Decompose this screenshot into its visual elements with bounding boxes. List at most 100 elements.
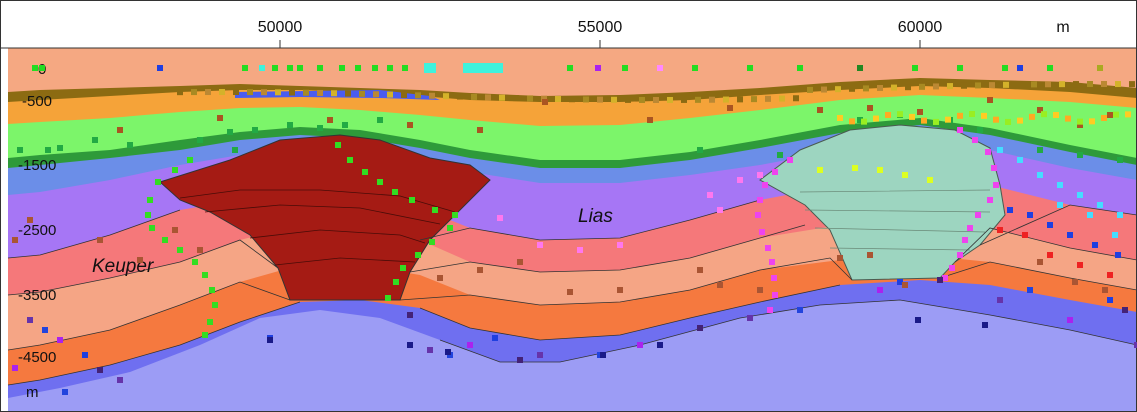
well-pick-marker [897,111,903,118]
well-pick-marker [1073,81,1079,88]
well-pick-marker [981,112,987,119]
y-axis: 0 -500 -1500 -2500 -3500 -4500 m [18,61,56,401]
y-tick-label: -4500 [18,349,56,366]
well-pick-marker [97,367,103,373]
salt-dome [759,124,1006,281]
well-pick-marker [517,259,523,265]
well-pick-marker [471,93,477,100]
well-pick-marker [757,172,763,178]
x-axis-unit: m [1056,19,1069,36]
well-pick-marker [1107,112,1113,118]
salt-dome-contours [799,189,991,251]
well-pick-marker [362,169,368,175]
well-pick-marker [927,177,933,183]
well-pick-marker [709,96,715,103]
well-pick-marker [477,127,483,133]
well-pick-marker [755,212,761,218]
well-pick-marker [12,365,18,371]
well-pick-marker [1037,259,1043,265]
well-pick-marker [147,197,153,203]
well-pick-marker [1037,107,1043,113]
well-pick-marker [247,89,253,96]
well-pick-marker [933,83,939,90]
well-pick-marker [347,157,353,163]
well-pick-marker [863,85,869,92]
well-pick-marker [1087,212,1093,218]
well-pick-marker [162,237,168,243]
well-pick-marker [1041,111,1047,118]
well-pick-marker [1037,172,1043,178]
well-pick-marker [697,267,703,273]
well-pick-marker [261,89,267,96]
well-pick-marker [1027,287,1033,293]
well-pick-marker [1087,81,1093,88]
well-pick-marker [45,147,51,153]
well-pick-marker [219,89,225,96]
well-pick-marker [409,197,415,203]
well-pick-marker [1017,81,1023,88]
well-pick-marker [1077,118,1083,125]
well-pick-marker [187,157,193,163]
well-pick-marker [32,65,38,71]
well-pick-marker [207,319,213,325]
well-pick-marker [192,259,198,265]
well-pick-marker [921,117,927,124]
well-pick-marker [769,259,775,265]
well-pick-marker [759,229,765,235]
well-pick-marker [909,113,915,120]
well-pick-marker [27,217,33,223]
well-pick-marker [1003,81,1009,88]
well-pick-marker [447,225,453,231]
well-pick-marker [837,115,843,121]
well-pick-marker [905,84,911,91]
well-pick-marker [949,265,955,271]
well-pick-marker [600,352,606,358]
well-pick-marker [317,125,323,131]
well-pick-marker [1089,118,1095,125]
well-pick-marker [287,122,293,128]
well-pick-marker [762,182,768,188]
well-pick-marker [117,127,123,133]
well-pick-marker [205,89,211,96]
well-pick-marker [957,65,963,71]
well-pick-marker [797,65,803,71]
well-pick-marker [962,237,968,243]
well-pick-marker [793,95,799,102]
well-pick-marker [27,317,33,323]
well-pick-marker [639,96,645,103]
well-pick-marker [227,129,233,135]
well-pick-marker [695,96,701,103]
well-pick-marker [172,167,178,173]
well-pick-marker [191,89,197,96]
well-pick-marker [1029,113,1035,120]
well-pick-marker [817,167,823,173]
fault-block-contours [179,189,456,266]
well-pick-marker [867,252,873,258]
well-pick-marker [611,96,617,103]
well-pick-marker [987,197,993,203]
well-pick-marker [997,297,1003,303]
well-pick-marker [902,172,908,178]
well-pick-marker [209,287,215,293]
well-pick-marker [233,89,239,96]
well-pick-marker [267,337,273,343]
well-pick-marker [737,177,743,183]
well-pick-marker [1072,279,1078,285]
well-pick-marker [1022,232,1028,238]
well-pick-marker [873,115,879,122]
well-pick-marker [977,127,983,133]
well-pick-marker [402,65,408,71]
well-pick-marker [415,92,421,99]
well-pick-marker [12,237,18,243]
well-pick-marker [975,212,981,218]
well-pick-marker [429,239,435,245]
well-pick-marker [707,192,713,198]
well-pick-marker [537,242,543,248]
well-pick-marker [1053,111,1059,118]
well-pick-marker [359,90,365,97]
well-pick-marker [1067,317,1073,323]
well-pick-marker [912,65,918,71]
well-pick-marker [1017,157,1023,163]
well-pick-marker [667,96,673,103]
well-pick-marker [861,118,867,125]
